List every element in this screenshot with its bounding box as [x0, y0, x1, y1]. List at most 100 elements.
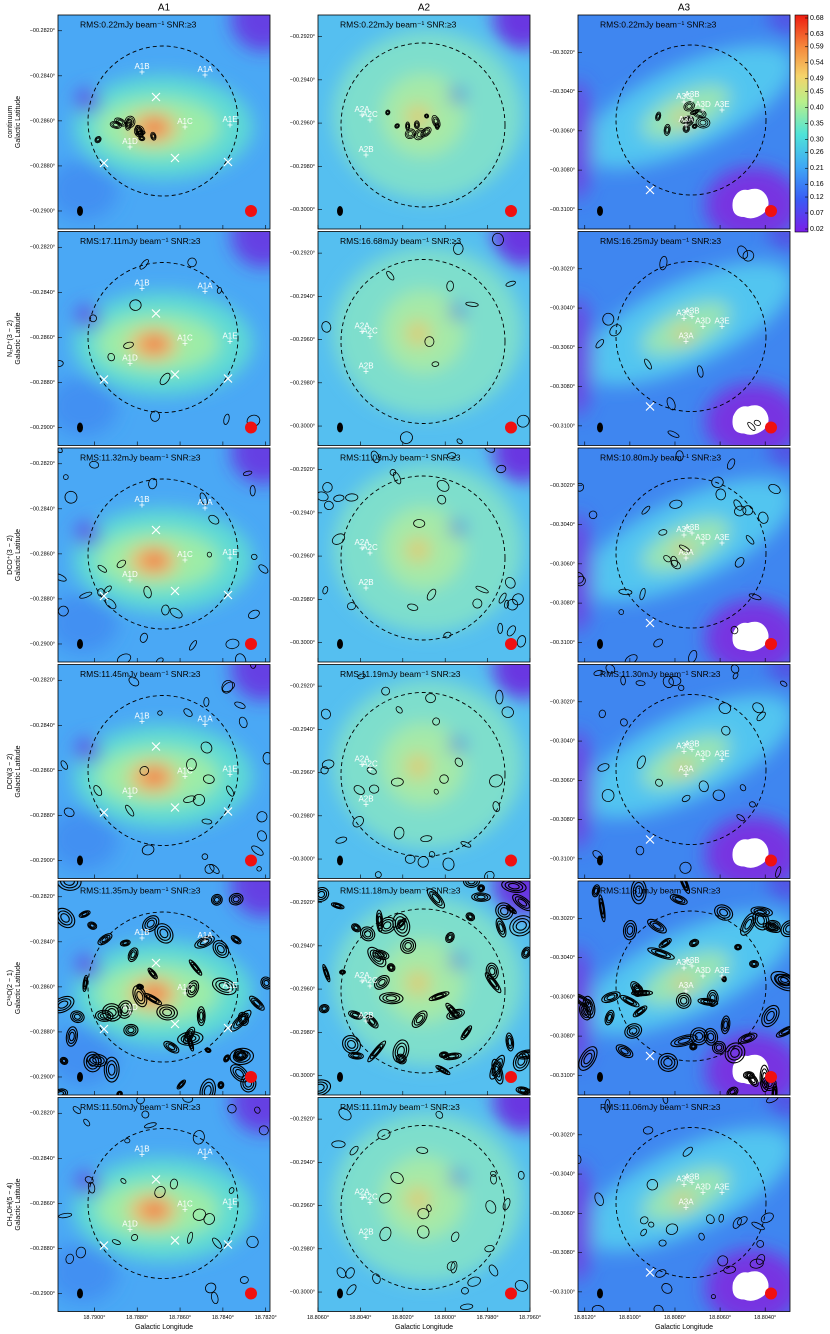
contour	[201, 853, 209, 860]
y-tick-label: −00.2940°	[290, 77, 315, 83]
y-tick-label: −00.3040°	[550, 522, 575, 528]
contour	[353, 785, 365, 795]
heatmap	[58, 1097, 270, 1312]
colorbar-tick-label: 0.63	[810, 31, 824, 38]
contour	[249, 485, 256, 497]
contour	[395, 124, 399, 128]
source-label: A3C	[676, 92, 692, 101]
y-tick-label: −00.2860°	[30, 335, 55, 341]
pixel-marker	[245, 421, 257, 434]
contour	[205, 1048, 211, 1053]
contour	[431, 361, 440, 367]
contour	[318, 886, 330, 902]
x-tick-label: 18.8040°	[349, 1315, 371, 1321]
contour	[376, 912, 383, 930]
contour	[96, 137, 100, 142]
source-marker	[182, 341, 188, 346]
contour	[436, 479, 450, 492]
contour	[493, 1061, 501, 1073]
panel-frame	[317, 231, 531, 446]
contour	[713, 1042, 725, 1053]
contour	[758, 511, 769, 524]
contour	[345, 1267, 355, 1279]
column-title: A2	[418, 3, 431, 14]
contour	[432, 717, 440, 726]
contour	[130, 951, 136, 959]
y-tick-label: −00.3060°	[550, 994, 575, 1000]
contour	[97, 933, 113, 946]
source-label: A2B	[358, 145, 373, 154]
contour	[389, 469, 397, 476]
contour	[405, 122, 410, 130]
rms-label: RMS:11.18mJy beam⁻¹ SNR:≥3	[340, 885, 461, 895]
contour	[663, 555, 672, 563]
contour	[250, 553, 258, 560]
contour	[492, 232, 504, 246]
contour	[447, 452, 457, 459]
x-tick-label: 18.7820°	[255, 1315, 277, 1321]
contour	[491, 1058, 503, 1077]
contour	[253, 999, 261, 1007]
contour	[515, 1053, 528, 1069]
contour	[139, 632, 148, 643]
contour	[386, 110, 390, 114]
heatmap-blobs	[58, 664, 270, 870]
contour	[489, 967, 496, 976]
source-label: A3A	[678, 1198, 694, 1207]
contour	[320, 708, 331, 720]
y-tick-label: −00.2820°	[30, 245, 55, 251]
colorbar-tick-label: 0.07	[810, 210, 824, 217]
contour	[583, 1052, 593, 1065]
contour	[249, 995, 265, 1011]
contour	[507, 1037, 513, 1047]
contour	[213, 896, 220, 903]
field-of-view	[340, 259, 506, 424]
emission	[76, 738, 100, 763]
contour	[405, 121, 411, 131]
y-tick-label: −00.2880°	[30, 1029, 55, 1035]
contour	[199, 1078, 216, 1095]
y-tick-label: −00.2820°	[30, 1111, 55, 1117]
source-marker	[182, 124, 188, 130]
heatmap	[578, 448, 790, 662]
cross-marker	[151, 1175, 161, 1184]
cross-marker	[170, 1019, 180, 1029]
contour	[60, 1057, 68, 1064]
contour	[415, 122, 419, 127]
source-marker	[359, 978, 365, 984]
source-marker	[367, 767, 373, 772]
contour	[620, 1047, 629, 1055]
panel-frame	[57, 664, 271, 879]
rms-label: RMS:16.25mJy beam⁻¹ SNR:≥3	[600, 236, 721, 246]
contour	[79, 591, 93, 599]
y-tick-label: −00.3040°	[550, 739, 575, 745]
contour	[223, 1054, 231, 1063]
contour	[370, 450, 380, 464]
contour	[484, 972, 502, 994]
contour	[361, 928, 374, 940]
source-label: A2B	[358, 362, 373, 371]
source-marker	[202, 505, 208, 511]
contour	[156, 657, 164, 662]
cross-marker	[151, 92, 161, 102]
contour	[186, 758, 197, 772]
contour	[748, 1074, 758, 1086]
contour	[670, 555, 678, 567]
y-tick-label: −00.2980°	[290, 1030, 315, 1036]
contour	[78, 910, 91, 918]
contour	[120, 1178, 127, 1184]
beam	[77, 639, 83, 649]
pixel-marker	[765, 854, 777, 867]
source-label: A2A	[354, 105, 370, 114]
contour	[696, 365, 704, 378]
emission	[450, 87, 466, 103]
contour	[192, 1130, 205, 1145]
contour	[182, 1026, 196, 1045]
contour	[86, 1053, 108, 1067]
contour	[515, 920, 527, 931]
contour	[72, 1106, 82, 1114]
contour	[604, 1099, 611, 1113]
cross-marker	[170, 153, 180, 163]
contours	[94, 115, 157, 144]
y-tick-label: −00.3020°	[550, 266, 575, 272]
